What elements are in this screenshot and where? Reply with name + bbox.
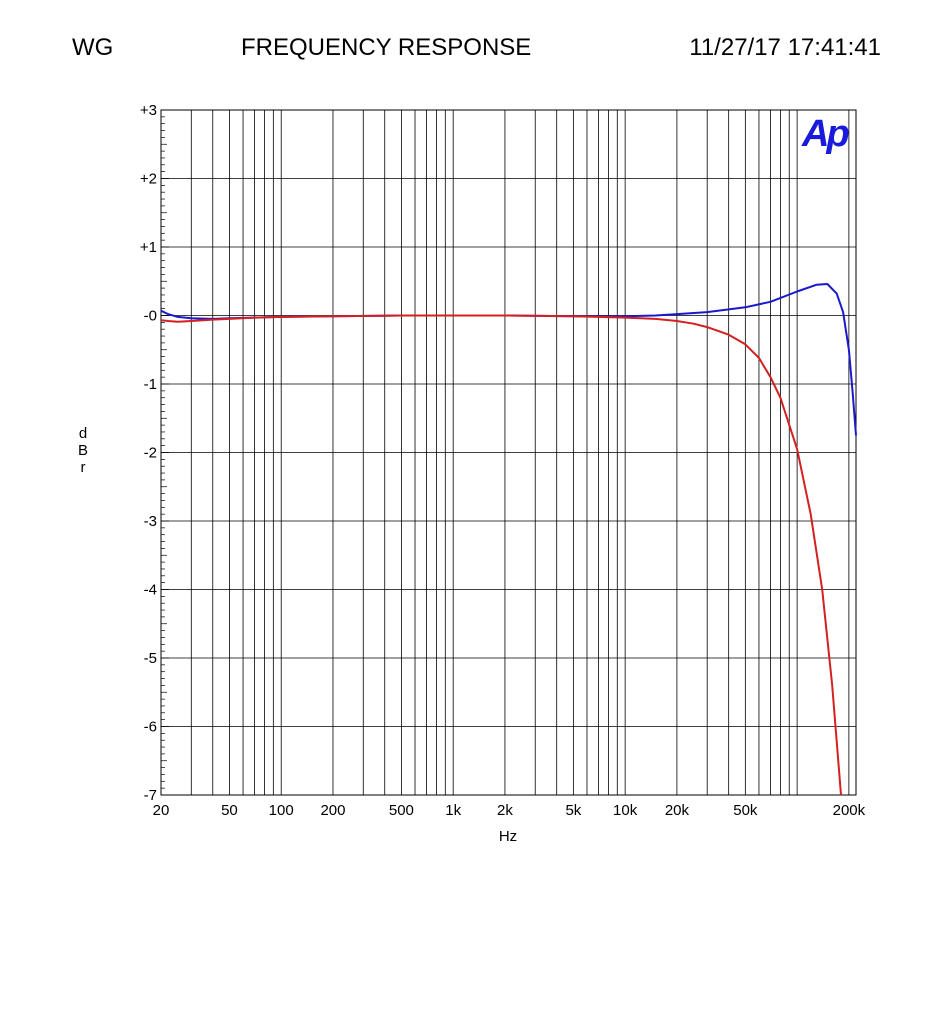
x-tick-label: 500 <box>389 802 414 819</box>
x-tick-label: 1k <box>445 802 461 819</box>
series-layer <box>160 283 857 796</box>
y-tick-label: +3 <box>140 102 157 119</box>
x-axis-label: Hz <box>499 828 517 845</box>
y-tick-label: -3 <box>144 513 157 530</box>
x-tick-label: 200k <box>833 802 866 819</box>
grid <box>161 110 856 795</box>
y-tick-label: -7 <box>144 787 157 804</box>
y-tick-label: -5 <box>144 650 157 667</box>
plot-frame <box>160 109 857 796</box>
x-tick-label: 20 <box>153 802 170 819</box>
timestamp: 11/27/17 17:41:41 <box>689 34 881 61</box>
y-tick-label: -4 <box>144 582 157 599</box>
y-tick-label: +2 <box>140 171 157 188</box>
x-tick-labels: 20 50 100 200 500 1k 2k 5k 10k 20k 50k 200k <box>153 802 866 819</box>
y-tick-labels: +3 +2 +1 -0 -1 -2 -3 -4 -5 -6 -7 <box>140 102 157 804</box>
y-tick-label: -0 <box>144 308 157 325</box>
x-tick-label: 10k <box>613 802 638 819</box>
minor-ticks <box>161 109 169 796</box>
header-left-label: WG <box>72 34 114 61</box>
series-line-2 <box>160 314 842 796</box>
ap-logo: Ap <box>801 113 851 155</box>
x-tick-label: 100 <box>269 802 294 819</box>
x-tick-label: 50k <box>733 802 758 819</box>
y-tick-label: -1 <box>144 376 157 393</box>
x-tick-label: 5k <box>565 802 581 819</box>
x-tick-label: 50 <box>221 802 238 819</box>
y-tick-label: +1 <box>140 239 157 256</box>
ap-logo-text: Ap <box>801 113 848 155</box>
y-tick-label: -2 <box>144 445 157 462</box>
series-line-1 <box>160 283 857 436</box>
x-tick-label: 2k <box>497 802 513 819</box>
x-tick-label: 200 <box>320 802 345 819</box>
chart-title: FREQUENCY RESPONSE <box>241 34 532 61</box>
x-tick-label: 20k <box>665 802 690 819</box>
y-tick-label: -6 <box>144 719 157 736</box>
